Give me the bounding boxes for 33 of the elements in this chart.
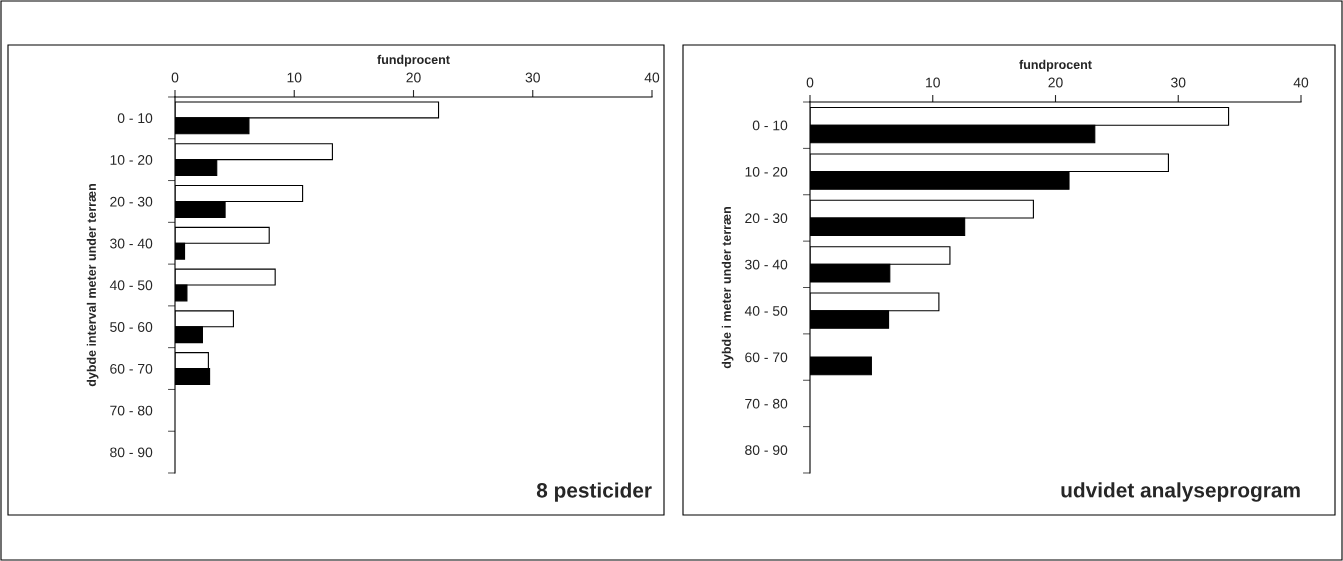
y-tick-label: 30 - 40 xyxy=(110,238,153,249)
x-tick-label: 0 xyxy=(806,77,814,88)
x-tick-label: 10 xyxy=(287,72,302,83)
y-tick-label: 10 - 20 xyxy=(745,166,788,177)
y-tick-label: 80 - 90 xyxy=(110,447,153,458)
y-tick-label: 30 - 40 xyxy=(745,259,788,270)
x-tick-label: 20 xyxy=(406,72,421,83)
text: udvidet analyseprogram xyxy=(1061,482,1300,502)
y-axis-title: dybde interval meter under terræn xyxy=(86,184,99,387)
y-axis-title: dybde i meter under terræn xyxy=(721,207,734,369)
x-tick-label: 20 xyxy=(1048,77,1063,88)
y-tick-label: 10 - 20 xyxy=(110,155,153,165)
y-tick-label: 40 - 50 xyxy=(109,280,153,291)
x-axis-title: fundprocent xyxy=(1019,59,1092,72)
y-tick-label: 0 - 10 xyxy=(117,113,153,124)
x-axis-title: fundprocent xyxy=(377,54,450,67)
y-tick-label: 60 - 70 xyxy=(110,363,153,374)
y-tick-label: 70 - 80 xyxy=(745,398,788,409)
y-tick-label: 50 - 60 xyxy=(110,322,153,332)
y-tick-label: 70 - 80 xyxy=(110,405,153,416)
x-tick-label: 40 xyxy=(1293,77,1309,88)
x-tick-label: 40 xyxy=(644,72,660,83)
y-tick-label: 40 - 50 xyxy=(744,306,788,316)
y-tick-label: 20 - 30 xyxy=(745,213,788,224)
y-tick-label: 0 - 10 xyxy=(752,120,788,131)
text: 8 pesticider xyxy=(536,482,652,502)
y-tick-label: 80 - 90 xyxy=(745,445,788,455)
y-tick-label: 20 - 30 xyxy=(110,196,153,207)
y-tick-label: 60 - 70 xyxy=(745,352,788,363)
x-tick-label: 10 xyxy=(926,77,940,88)
x-tick-label: 30 xyxy=(1171,77,1186,88)
x-tick-label: 30 xyxy=(525,72,540,83)
x-tick-label: 0 xyxy=(171,72,179,83)
